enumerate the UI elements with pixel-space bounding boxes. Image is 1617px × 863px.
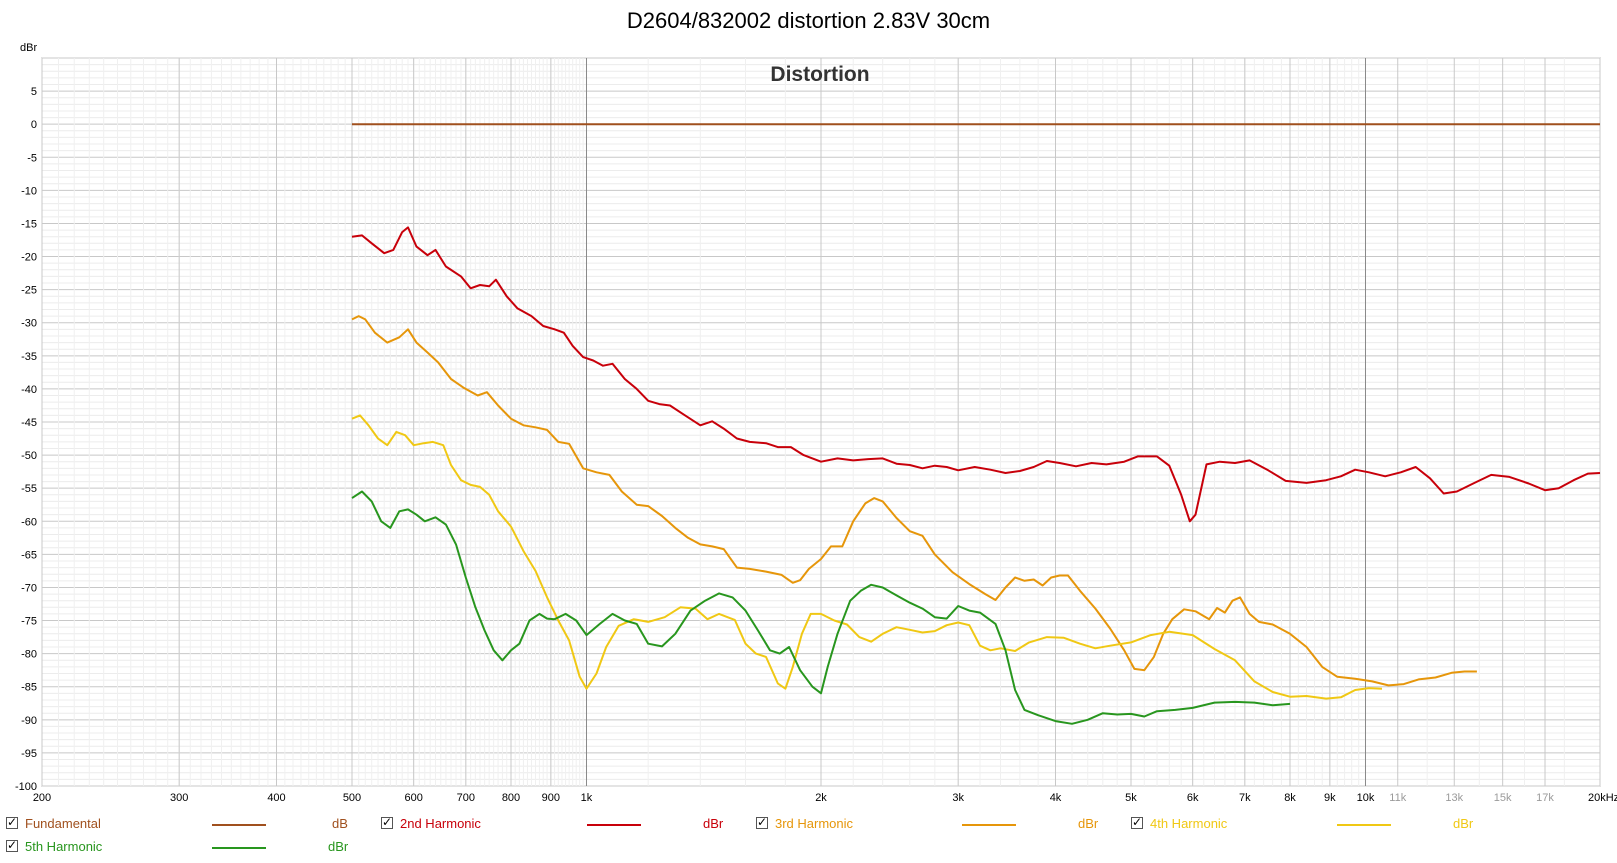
legend-label: 4th Harmonic xyxy=(1150,816,1228,831)
legend-checkbox[interactable] xyxy=(756,815,768,829)
tick-labels: 5 0 -5 -10 -15 -20 -25 -30 -35 -40 -45 -50 -55 -60 -65… xyxy=(15,86,1617,804)
legend-unit: dBr xyxy=(1078,816,1099,831)
legend-item: 2nd Harmonic dBr xyxy=(381,814,756,834)
x-tick-label: 11k xyxy=(1389,792,1406,804)
x-tick-label: 200 xyxy=(33,792,51,804)
legend-item: 3rd Harmonic dBr xyxy=(756,814,1131,834)
grid xyxy=(41,57,1601,787)
y-tick-label: 0 xyxy=(31,119,37,131)
x-tick-label: 2k xyxy=(815,792,827,804)
series-layer xyxy=(351,123,1601,725)
legend-item: Fundamental dB xyxy=(6,814,381,834)
page-title: D2604/832002 distortion 2.83V 30cm xyxy=(626,8,991,33)
y-tick-label: -70 xyxy=(21,582,37,594)
y-tick-label: -50 xyxy=(21,450,37,462)
y-tick-label: -90 xyxy=(21,715,37,727)
x-tick-label: 15k xyxy=(1494,792,1512,804)
series-line-2nd-harmonic xyxy=(351,226,1601,523)
x-tick-label: 5k xyxy=(1125,792,1137,804)
y-tick-label: -75 xyxy=(21,616,37,628)
x-tick-label: 20kHz xyxy=(1588,792,1617,804)
x-tick-label: 6k xyxy=(1187,792,1199,804)
series-line-5th-harmonic xyxy=(351,490,1291,725)
legend-swatch xyxy=(212,847,266,849)
x-tick-label: 800 xyxy=(502,792,520,804)
y-tick-label: -25 xyxy=(21,285,37,297)
y-tick-label: -35 xyxy=(21,351,37,363)
legend-item: 4th Harmonic dBr xyxy=(1131,814,1506,834)
legend-checkbox[interactable] xyxy=(1131,815,1143,829)
legend-label: 5th Harmonic xyxy=(25,839,103,854)
y-tick-label: -95 xyxy=(21,748,37,760)
y-tick-label: -40 xyxy=(21,384,37,396)
y-tick-label: -20 xyxy=(21,252,37,264)
y-tick-label: -30 xyxy=(21,318,37,330)
series-line-3rd-harmonic xyxy=(351,315,1477,687)
y-tick-label: -15 xyxy=(21,218,37,230)
x-tick-label: 500 xyxy=(343,792,361,804)
x-tick-label: 3k xyxy=(952,792,964,804)
x-tick-label: 4k xyxy=(1050,792,1062,804)
x-tick-label: 9k xyxy=(1324,792,1336,804)
x-tick-label: 1k xyxy=(581,792,593,804)
x-tick-label: 600 xyxy=(404,792,422,804)
y-tick-label: -65 xyxy=(21,549,37,561)
legend-checkbox[interactable] xyxy=(6,838,18,852)
legend-item: 5th Harmonic dBr xyxy=(6,837,381,857)
x-tick-label: 17k xyxy=(1536,792,1554,804)
distortion-chart: 5 0 -5 -10 -15 -20 -25 -30 -35 -40 -45 -50 -55 -60 -65… xyxy=(15,42,1617,804)
chart-subtitle: Distortion xyxy=(770,63,869,86)
legend-label: Fundamental xyxy=(25,816,101,831)
y-tick-label: -85 xyxy=(21,682,37,694)
legend-swatch xyxy=(1337,824,1391,826)
legend-swatch xyxy=(212,824,266,826)
y-tick-label: -60 xyxy=(21,516,37,528)
series-line-4th-harmonic xyxy=(351,414,1383,700)
x-tick-label: 700 xyxy=(457,792,475,804)
x-tick-label: 300 xyxy=(170,792,188,804)
legend-label: 3rd Harmonic xyxy=(775,816,854,831)
legend-unit: dBr xyxy=(328,839,349,854)
legend-checkbox[interactable] xyxy=(6,815,18,829)
x-tick-label: 900 xyxy=(542,792,560,804)
y-tick-label: -55 xyxy=(21,483,37,495)
legend-unit: dB xyxy=(332,816,348,831)
x-tick-label: 13k xyxy=(1445,792,1463,804)
y-tick-label: -80 xyxy=(21,649,37,661)
y-tick-label: -5 xyxy=(27,152,37,164)
legend-label: 2nd Harmonic xyxy=(400,816,481,831)
x-tick-label: 7k xyxy=(1239,792,1251,804)
legend-swatch xyxy=(587,824,641,826)
legend-unit: dBr xyxy=(1453,816,1474,831)
legend: FundamentaldB2nd HarmonicdBr3rd Harmonic… xyxy=(0,814,1617,863)
legend-swatch xyxy=(962,824,1016,826)
x-tick-label: 8k xyxy=(1284,792,1296,804)
y-tick-label: -45 xyxy=(21,417,37,429)
x-tick-label: 10k xyxy=(1357,792,1375,804)
legend-unit: dBr xyxy=(703,816,724,831)
legend-checkbox[interactable] xyxy=(381,815,393,829)
y-tick-label: -100 xyxy=(15,781,37,793)
y-tick-label: -10 xyxy=(21,185,37,197)
x-tick-label: 400 xyxy=(267,792,285,804)
y-axis-label: dBr xyxy=(20,42,37,54)
y-tick-label: 5 xyxy=(31,86,37,98)
